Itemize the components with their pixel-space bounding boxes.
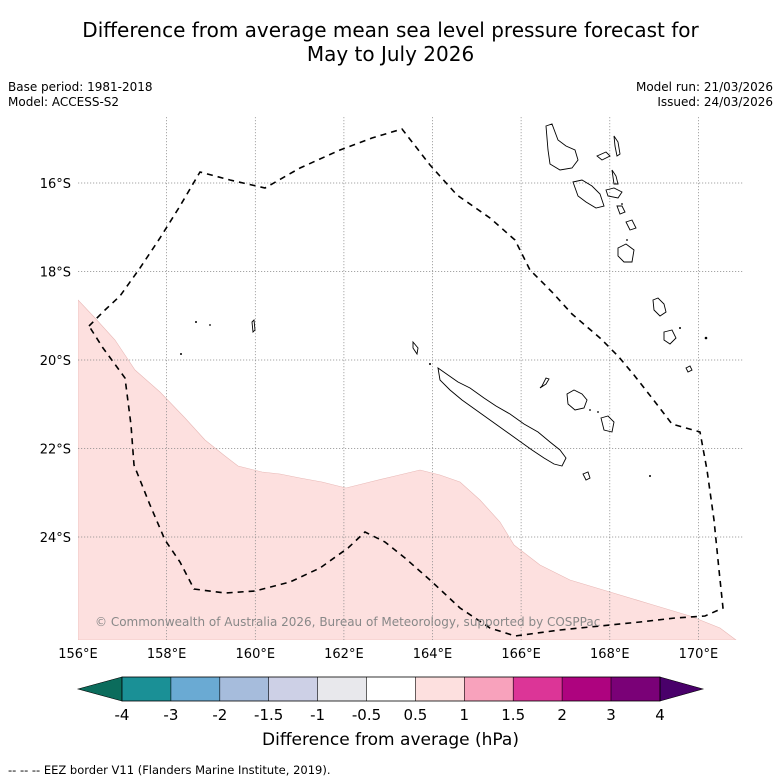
- island-malekula: [572, 179, 605, 209]
- lon-label: 168°E: [590, 647, 630, 662]
- colorbar-tick: -0.5: [352, 706, 381, 724]
- lon-label: 162°E: [324, 647, 364, 662]
- islet: [621, 203, 623, 205]
- island-isle-of-pines: [582, 471, 591, 481]
- colorbar: -4 -3 -2 -1.5 -1 -0.5 0.5 1 1.5 2 3 4: [76, 676, 705, 724]
- islet: [626, 239, 628, 241]
- colorbar-over-arrow: [659, 676, 705, 702]
- island-lifou: [566, 389, 588, 411]
- island-epi: [616, 205, 626, 215]
- issued-date: Issued: 24/03/2026: [657, 95, 773, 109]
- colorbar-tick: -1: [310, 706, 325, 724]
- lat-label: 16°S: [40, 177, 71, 192]
- lon-label: 170°E: [679, 647, 719, 662]
- colorbar-segment: [366, 677, 416, 701]
- islet: [597, 411, 599, 413]
- colorbar-under-arrow: [76, 676, 123, 702]
- island-mare: [600, 415, 615, 433]
- island-erromango: [617, 243, 635, 263]
- colorbar-tick: -4: [115, 706, 130, 724]
- lon-label: 160°E: [236, 647, 276, 662]
- island-chesterfield: [251, 319, 256, 333]
- title-line-1: Difference from average mean sea level p…: [82, 18, 699, 42]
- colorbar-segment: [464, 677, 514, 701]
- island-espiritu-santo: [545, 123, 579, 171]
- island-tanna: [652, 297, 667, 317]
- eez-legend-footer: -- -- -- EEZ border V11 (Flanders Marine…: [8, 763, 331, 777]
- island-ambrym: [605, 187, 623, 199]
- chart-title: Difference from average mean sea level p…: [0, 18, 781, 66]
- colorbar-segment: [170, 677, 220, 701]
- colorbar-segment: [611, 677, 660, 701]
- lon-label: 158°E: [147, 647, 187, 662]
- meta-left: Base period: 1981-2018 Model: ACCESS-S2: [8, 80, 153, 110]
- islet: [209, 324, 211, 326]
- meta-right: Model run: 21/03/2026 Issued: 24/03/2026: [636, 80, 773, 110]
- small-islets: [180, 203, 708, 477]
- lat-label: 22°S: [40, 443, 71, 458]
- islet: [180, 353, 182, 355]
- colorbar-dividers: [170, 677, 612, 701]
- island-aneityum: [663, 329, 677, 345]
- islet: [195, 321, 197, 323]
- colorbar-tick: -3: [163, 706, 178, 724]
- islet: [649, 475, 651, 477]
- anomaly-region: [78, 299, 737, 640]
- colorbar-segments: [122, 677, 660, 701]
- colorbar-segment: [268, 677, 318, 701]
- island-efate: [625, 219, 637, 231]
- lon-label: 164°E: [413, 647, 453, 662]
- island-maewo: [613, 135, 621, 157]
- lon-axis-labels: 156°E 158°E 160°E 162°E 164°E 166°E 168°…: [58, 647, 718, 662]
- colorbar-segment: [317, 677, 367, 701]
- colorbar-frame: [121, 676, 661, 702]
- model-name: Model: ACCESS-S2: [8, 95, 120, 109]
- colorbar-segment: [219, 677, 269, 701]
- colorbar-tick: 2: [557, 706, 567, 724]
- colorbar-tick: -1.5: [254, 706, 283, 724]
- copyright-notice: © Commonwealth of Australia 2026, Bureau…: [95, 615, 600, 629]
- colorbar-tick: 0.5: [403, 706, 427, 724]
- title-line-2: May to July 2026: [306, 42, 475, 66]
- colorbar-segment: [562, 677, 611, 701]
- base-period: Base period: 1981-2018: [8, 80, 153, 94]
- islet: [679, 327, 681, 329]
- island-matthew: [685, 365, 693, 373]
- colorbar-title: Difference from average (hPa): [262, 730, 519, 750]
- lat-label: 24°S: [40, 531, 71, 546]
- island-ambae: [596, 151, 611, 161]
- lat-axis-labels: 16°S 18°S 20°S 22°S 24°S: [40, 177, 71, 546]
- islet: [704, 336, 708, 340]
- lon-label: 166°E: [501, 647, 541, 662]
- island-ouvea: [539, 377, 550, 389]
- eez-border: [87, 128, 724, 637]
- colorbar-tick-labels: -4 -3 -2 -1.5 -1 -0.5 0.5 1 1.5 2 3 4: [115, 706, 665, 724]
- lat-label: 20°S: [40, 354, 71, 369]
- island-belep: [412, 340, 419, 356]
- colorbar-tick: 1.5: [501, 706, 525, 724]
- colorbar-segment: [513, 677, 563, 701]
- colorbar-tick: -2: [212, 706, 227, 724]
- islands: [251, 123, 693, 481]
- colorbar-tick: 3: [606, 706, 616, 724]
- island-pentecost: [611, 169, 619, 185]
- graticule: [78, 117, 743, 640]
- colorbar-tick: 4: [655, 706, 665, 724]
- colorbar-segment: [122, 677, 171, 701]
- model-run: Model run: 21/03/2026: [635, 80, 773, 94]
- colorbar-segment: [415, 677, 465, 701]
- island-new-caledonia: [437, 367, 567, 467]
- islet: [589, 409, 591, 411]
- lat-label: 18°S: [40, 266, 71, 281]
- colorbar-tick: 1: [460, 706, 470, 724]
- lon-label: 156°E: [58, 647, 98, 662]
- map-panel: [78, 117, 743, 640]
- islet: [429, 363, 431, 365]
